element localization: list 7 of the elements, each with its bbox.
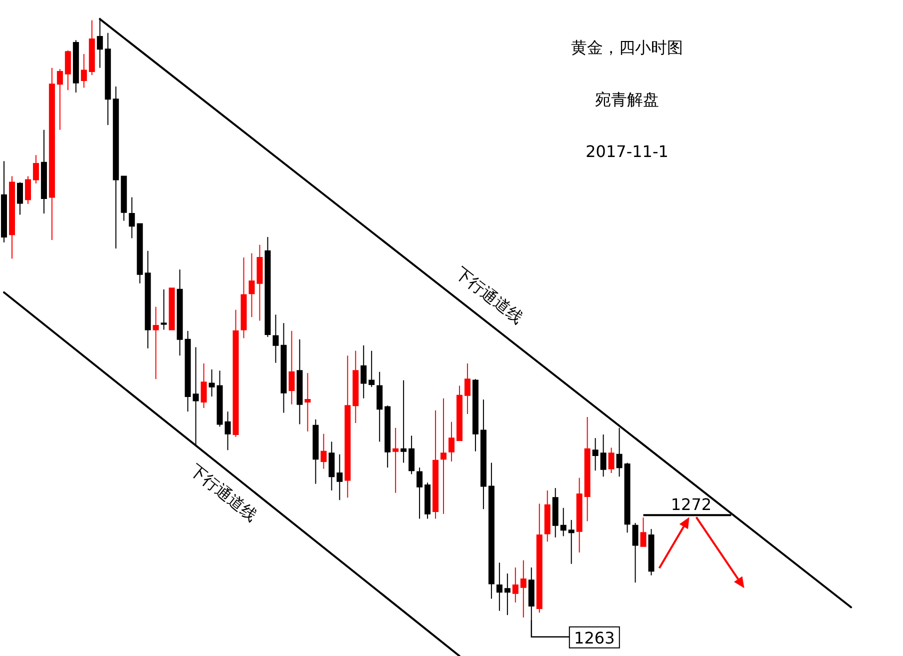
text: 下行通道线 xyxy=(452,263,527,328)
text: 1263 xyxy=(574,628,615,648)
text: 宛青解盘 xyxy=(595,90,659,109)
text: 黄金，四小时图 xyxy=(571,38,683,57)
annotation: 1272 xyxy=(670,495,712,514)
text: 下行通道线 xyxy=(186,460,261,525)
annotation: 2017-11-1 xyxy=(586,142,668,161)
